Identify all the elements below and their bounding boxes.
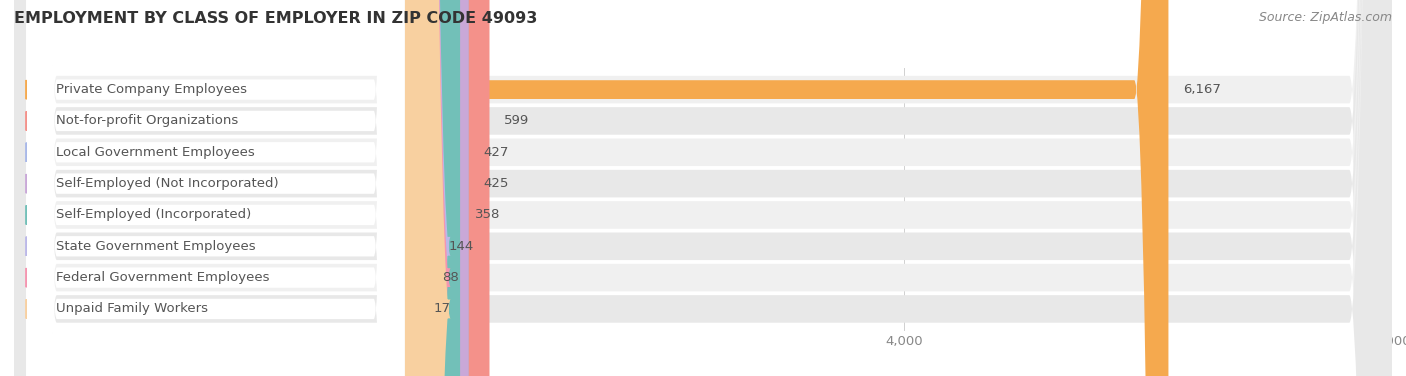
Text: 6,167: 6,167: [1182, 83, 1220, 96]
FancyBboxPatch shape: [384, 0, 450, 376]
FancyBboxPatch shape: [394, 0, 450, 376]
FancyBboxPatch shape: [14, 0, 1392, 376]
FancyBboxPatch shape: [27, 0, 405, 376]
FancyBboxPatch shape: [27, 0, 405, 376]
Text: 427: 427: [484, 146, 509, 159]
FancyBboxPatch shape: [14, 0, 1392, 376]
FancyBboxPatch shape: [14, 0, 1392, 376]
FancyBboxPatch shape: [14, 0, 1392, 376]
Text: EMPLOYMENT BY CLASS OF EMPLOYER IN ZIP CODE 49093: EMPLOYMENT BY CLASS OF EMPLOYER IN ZIP C…: [14, 11, 537, 26]
Text: 358: 358: [475, 208, 501, 221]
Text: Local Government Employees: Local Government Employees: [55, 146, 254, 159]
FancyBboxPatch shape: [27, 0, 405, 376]
FancyBboxPatch shape: [27, 0, 405, 376]
FancyBboxPatch shape: [399, 0, 450, 376]
Text: Not-for-profit Organizations: Not-for-profit Organizations: [55, 114, 238, 127]
FancyBboxPatch shape: [14, 0, 1392, 376]
FancyBboxPatch shape: [416, 0, 468, 376]
FancyBboxPatch shape: [27, 0, 405, 376]
Text: Self-Employed (Not Incorporated): Self-Employed (Not Incorporated): [55, 177, 278, 190]
FancyBboxPatch shape: [416, 0, 489, 376]
Text: Federal Government Employees: Federal Government Employees: [55, 271, 269, 284]
Text: Source: ZipAtlas.com: Source: ZipAtlas.com: [1258, 11, 1392, 24]
FancyBboxPatch shape: [27, 0, 405, 376]
Text: 88: 88: [441, 271, 458, 284]
FancyBboxPatch shape: [14, 0, 1392, 376]
FancyBboxPatch shape: [416, 0, 1168, 376]
Text: State Government Employees: State Government Employees: [55, 240, 254, 253]
Text: 425: 425: [482, 177, 509, 190]
Text: Self-Employed (Incorporated): Self-Employed (Incorporated): [55, 208, 250, 221]
Text: 144: 144: [449, 240, 474, 253]
FancyBboxPatch shape: [14, 0, 1392, 376]
FancyBboxPatch shape: [27, 0, 405, 376]
Text: 17: 17: [433, 302, 450, 315]
FancyBboxPatch shape: [14, 0, 1392, 376]
FancyBboxPatch shape: [416, 0, 468, 376]
FancyBboxPatch shape: [27, 0, 405, 376]
FancyBboxPatch shape: [416, 0, 460, 376]
Text: Private Company Employees: Private Company Employees: [55, 83, 246, 96]
Text: Unpaid Family Workers: Unpaid Family Workers: [55, 302, 208, 315]
Text: 599: 599: [505, 114, 530, 127]
